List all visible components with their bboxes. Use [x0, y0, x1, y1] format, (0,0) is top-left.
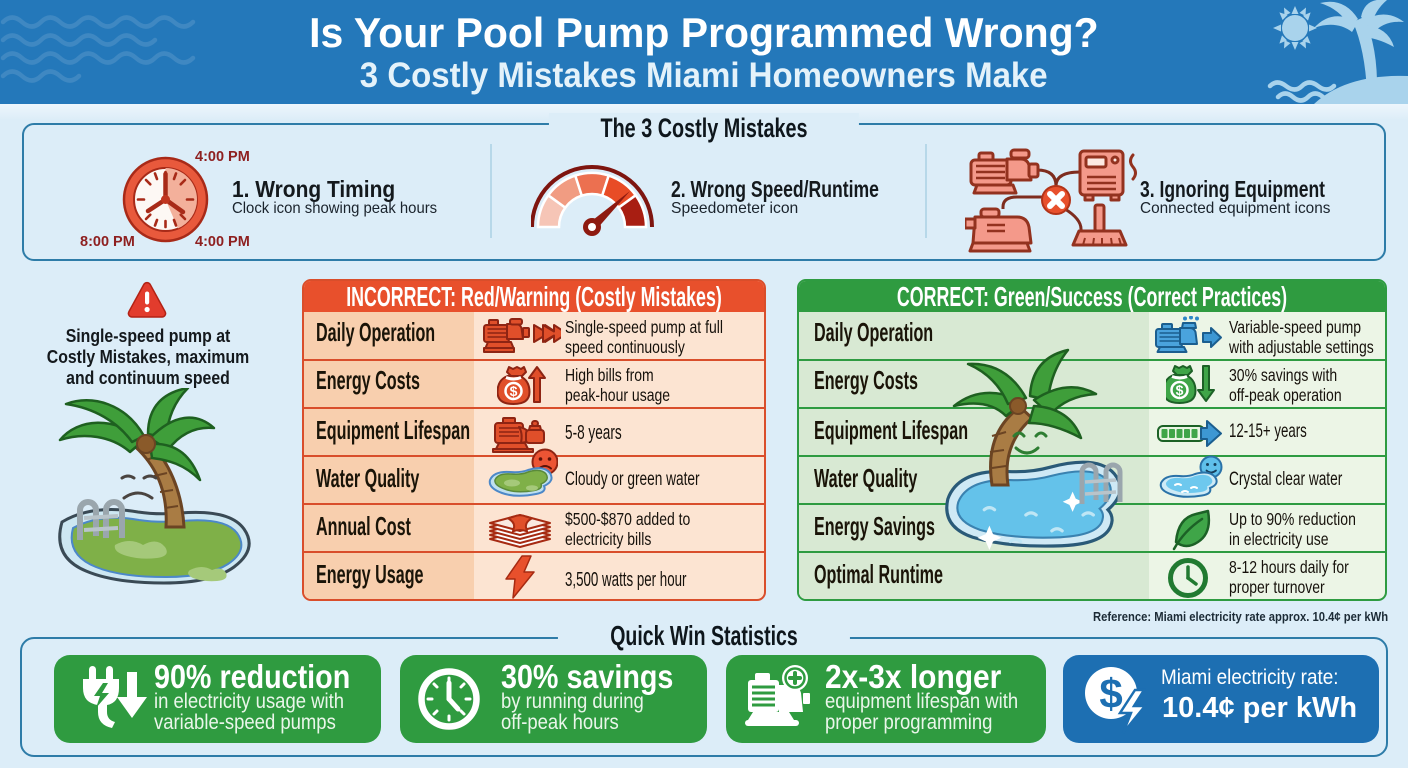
svg-text:$: $: [1176, 382, 1184, 398]
svg-text:$: $: [510, 383, 518, 399]
svg-text:$: $: [1099, 670, 1122, 717]
